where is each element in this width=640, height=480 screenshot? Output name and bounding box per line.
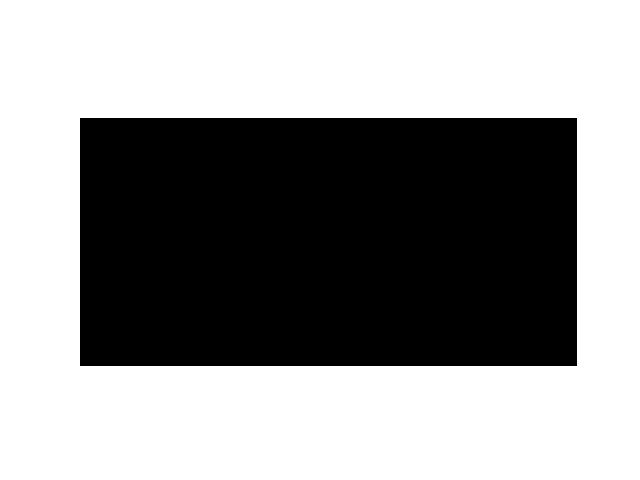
word-cloud [80, 118, 577, 366]
